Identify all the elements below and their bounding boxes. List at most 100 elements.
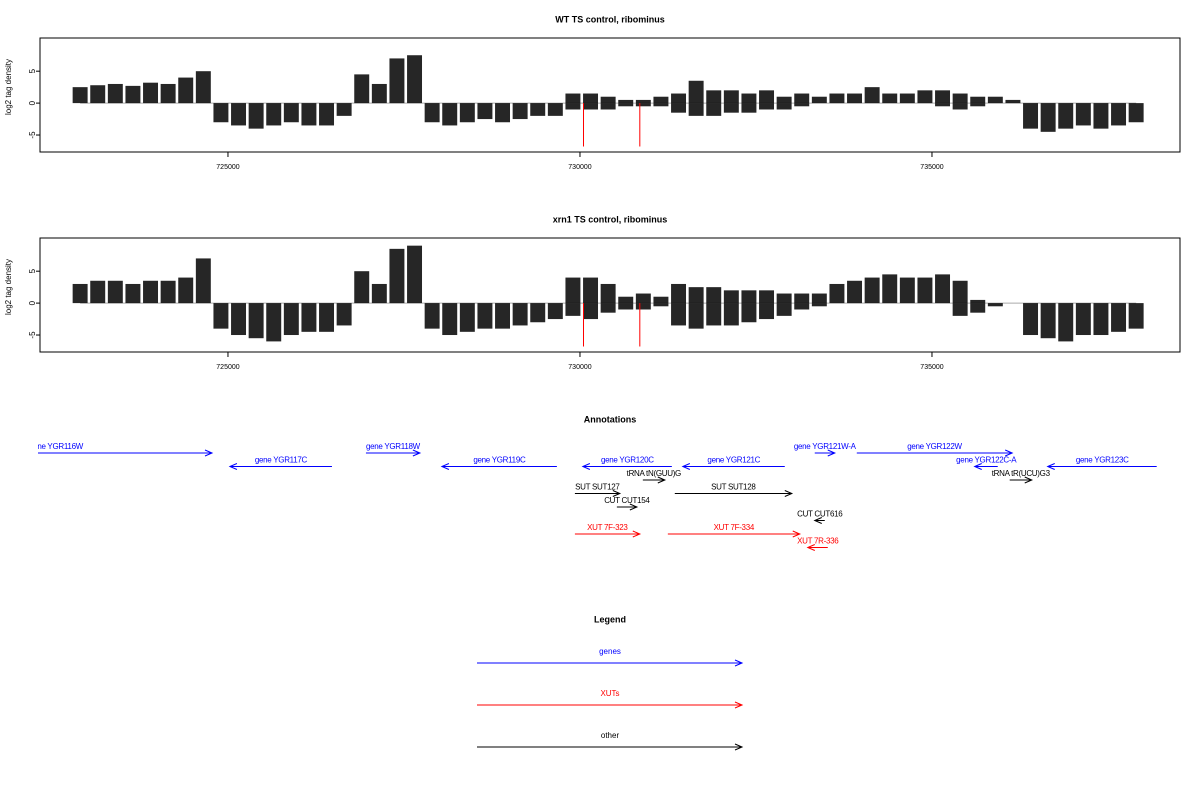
signal-bar	[671, 93, 687, 104]
signal-bar	[688, 303, 704, 329]
x-tick-label: 730000	[568, 164, 591, 171]
signal-bar	[723, 103, 739, 113]
signal-bar	[354, 271, 370, 304]
signal-bar	[635, 303, 651, 310]
signal-bar	[231, 303, 247, 336]
signal-bar	[248, 303, 264, 339]
signal-bar	[970, 103, 986, 107]
feature-label: SUT SUT127	[575, 483, 620, 492]
signal-bar	[495, 303, 511, 329]
signal-bar	[706, 103, 722, 116]
signal-bar	[759, 103, 775, 110]
signal-bar	[970, 299, 986, 304]
signal-bar	[794, 103, 810, 107]
signal-bar	[407, 55, 423, 104]
arrow-head	[204, 449, 214, 457]
signal-bar	[160, 280, 176, 304]
signal-bar	[336, 103, 352, 116]
feature-label: gene YGR122C-A	[956, 456, 1017, 465]
feature-label: XUT 7F-334	[714, 523, 755, 532]
signal-bar	[671, 103, 687, 113]
signal-bar	[90, 280, 106, 304]
signal-bar	[952, 93, 968, 104]
signal-bar	[583, 303, 599, 320]
y-tick-label: -5	[28, 331, 37, 339]
signal-bar	[741, 93, 757, 104]
signal-bar	[794, 93, 810, 104]
arrow-head	[581, 463, 591, 470]
arrow-head	[1004, 449, 1014, 457]
arrow-head	[612, 490, 622, 497]
x-tick-label: 730000	[568, 364, 591, 371]
signal-bar	[1023, 103, 1039, 129]
feature-label: gene YGR121C	[707, 456, 760, 465]
y-tick-label: -5	[28, 131, 37, 139]
signal-bar	[688, 80, 704, 104]
signal-bar	[266, 303, 282, 342]
legend-title: Legend	[594, 614, 626, 624]
signal-bar	[336, 303, 352, 326]
signal-bar	[600, 283, 616, 304]
signal-bar	[583, 277, 599, 304]
signal-bar	[794, 303, 810, 310]
signal-bar	[935, 90, 951, 104]
signal-bar	[178, 77, 194, 104]
y-tick-label: 5	[28, 268, 37, 273]
signal-bar	[776, 103, 792, 110]
signal-bar	[688, 103, 704, 116]
arrow-head	[973, 463, 982, 470]
signal-bar	[301, 103, 317, 126]
signal-bar	[935, 103, 951, 107]
signal-bar	[776, 96, 792, 104]
y-tick-label: 5	[28, 68, 37, 73]
signal-bar	[583, 103, 599, 110]
signal-bar	[178, 277, 194, 304]
panel-title: WT TS control, ribominus	[555, 14, 665, 24]
arrow-head	[806, 544, 815, 551]
signal-bar	[477, 303, 493, 329]
signal-bar	[143, 280, 159, 304]
signal-bar	[952, 303, 968, 316]
signal-bar	[565, 303, 581, 316]
signal-bar	[882, 93, 898, 104]
signal-bar	[231, 103, 247, 126]
feature-label: tRNA tN(GUU)G	[627, 469, 681, 478]
feature-label: gene YGR119C	[473, 456, 526, 465]
signal-bar	[882, 274, 898, 304]
feature-label: XUT 7R-336	[797, 537, 839, 546]
signal-bar	[741, 103, 757, 113]
plot-frame	[39, 37, 1181, 153]
arrow-head	[792, 530, 802, 538]
feature-label: gene YGR120C	[601, 456, 654, 465]
signal-bar	[107, 280, 123, 304]
signal-bar	[1023, 303, 1039, 336]
signal-bar	[213, 103, 229, 123]
signal-bar	[776, 293, 792, 304]
signal-bar	[653, 296, 669, 304]
signal-bar	[600, 303, 616, 313]
signal-bar	[1058, 103, 1074, 129]
signal-bar	[759, 290, 775, 304]
feature-label: CUT CUT154	[604, 496, 650, 505]
signal-bar	[547, 303, 563, 320]
signal-bar	[1075, 303, 1091, 336]
signal-bar	[283, 303, 299, 336]
arrow-head	[813, 517, 822, 524]
arrow-head	[629, 503, 639, 511]
signal-bar	[811, 303, 827, 307]
signal-bar	[776, 303, 792, 316]
signal-bar	[864, 277, 880, 304]
signal-bar	[635, 103, 651, 107]
signal-bar	[424, 103, 440, 123]
arrow-head	[734, 659, 744, 667]
y-tick-label: 0	[28, 300, 37, 305]
signal-bar	[987, 303, 1003, 307]
signal-bar	[952, 103, 968, 110]
x-tick-label: 735000	[920, 364, 943, 371]
signal-bar	[917, 277, 933, 304]
feature-label: SUT SUT128	[711, 483, 756, 492]
arrow-head	[657, 476, 667, 484]
arrow-head	[734, 743, 744, 751]
arrow-head	[681, 463, 691, 470]
